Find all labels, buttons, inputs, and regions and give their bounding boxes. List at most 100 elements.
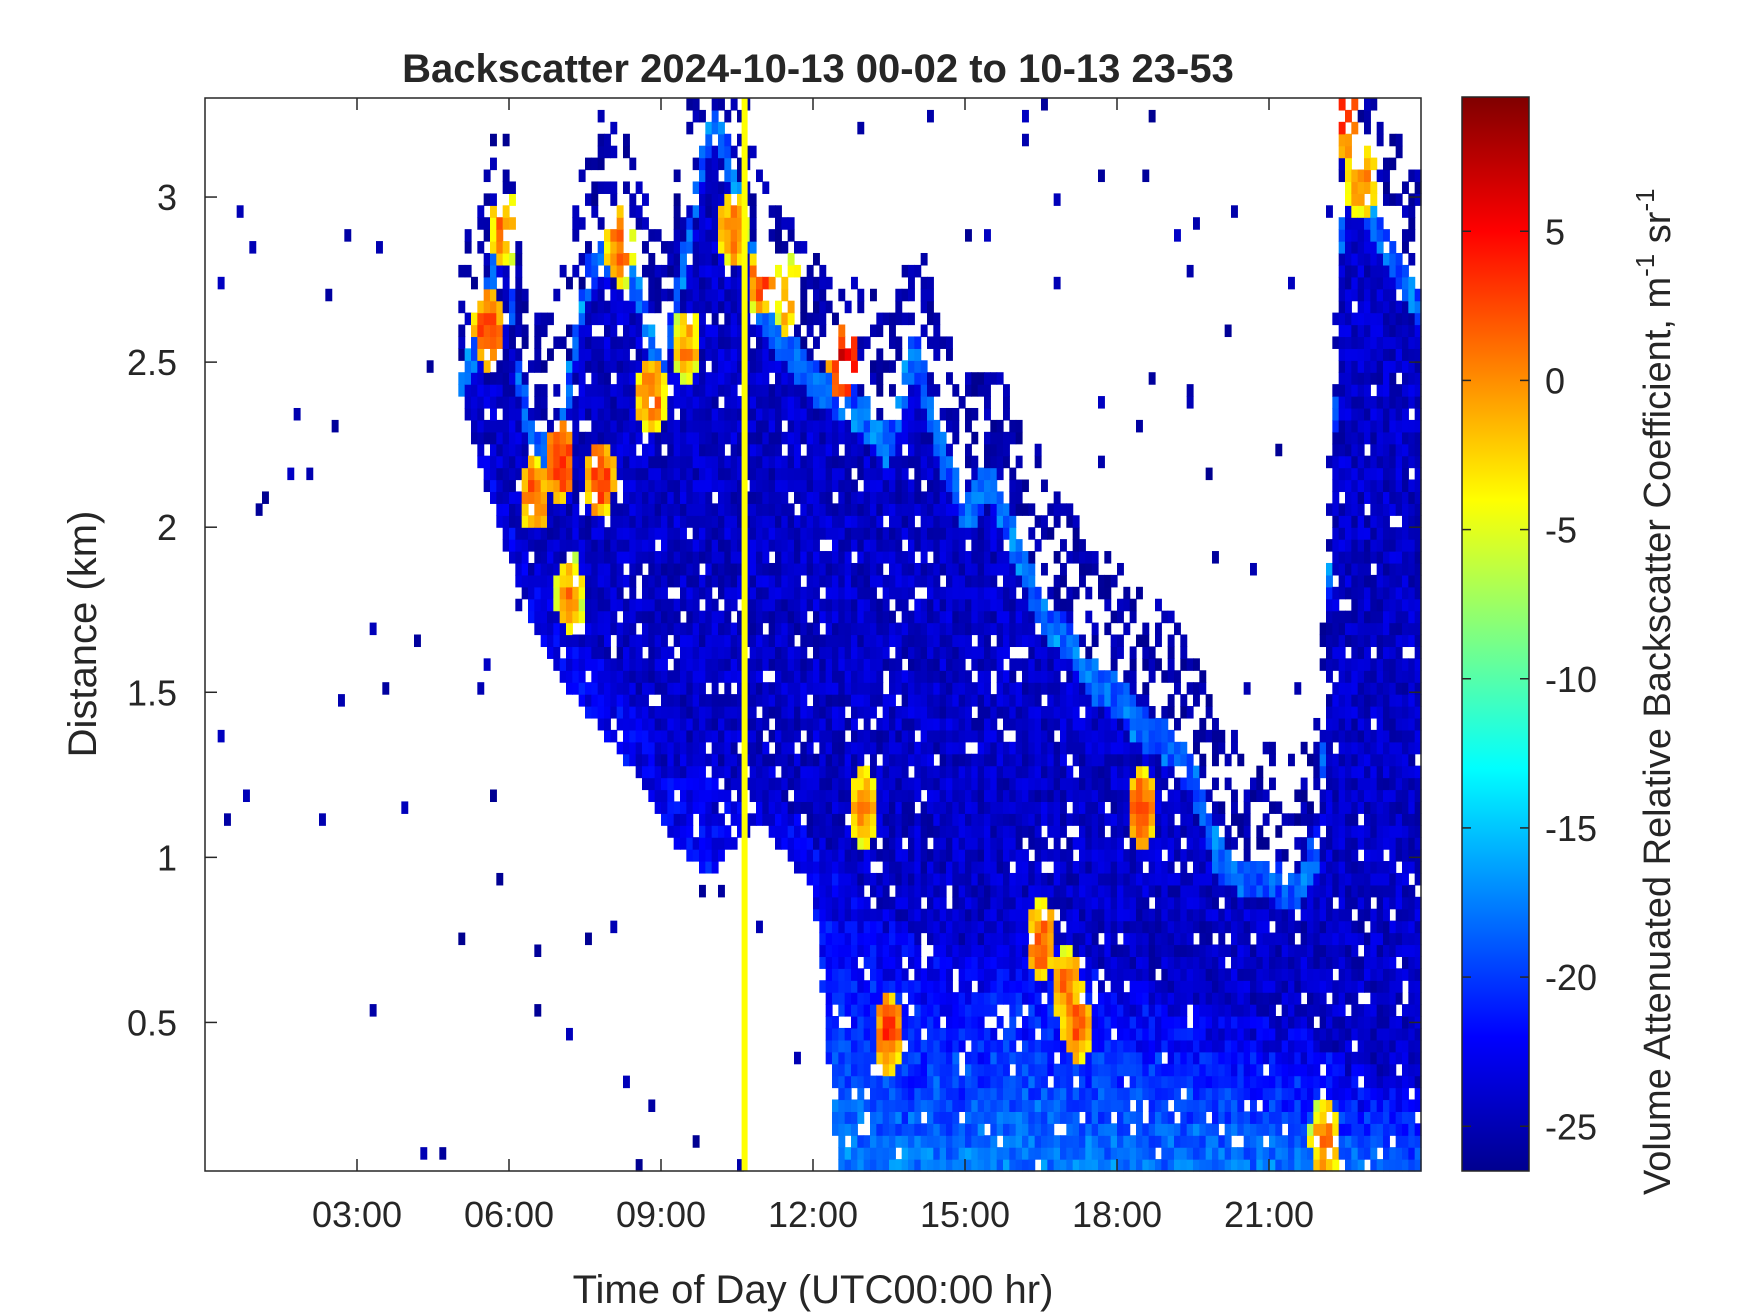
heatmap-cell xyxy=(781,348,789,361)
heatmap-cell xyxy=(1041,1027,1048,1041)
heatmap-cell xyxy=(490,455,497,469)
heatmap-cell xyxy=(578,479,586,493)
heatmap-cell xyxy=(825,586,833,600)
heatmap-cell xyxy=(262,491,269,504)
heatmap-cell xyxy=(692,372,700,385)
heatmap-cell xyxy=(667,527,675,540)
heatmap-cell xyxy=(825,932,833,946)
heatmap-cell xyxy=(686,467,694,481)
heatmap-cell xyxy=(914,932,922,946)
heatmap-cell xyxy=(1015,956,1023,969)
heatmap-cell xyxy=(781,634,789,648)
heatmap-cell xyxy=(927,515,934,528)
heatmap-cell xyxy=(287,467,295,481)
heatmap-cell xyxy=(851,455,858,469)
heatmap-cell xyxy=(1091,1159,1099,1172)
heatmap-cell xyxy=(971,849,979,862)
heatmap-cell xyxy=(699,312,706,326)
heatmap-cell xyxy=(781,384,789,397)
heatmap-cell xyxy=(572,467,580,481)
heatmap-cell xyxy=(806,396,814,409)
heatmap-cell xyxy=(990,1123,998,1136)
heatmap-cell xyxy=(1009,968,1017,981)
heatmap-cell xyxy=(775,324,782,338)
heatmap-cell xyxy=(692,849,700,862)
heatmap-cell xyxy=(946,956,953,969)
heatmap-cell xyxy=(458,336,466,349)
heatmap-cell xyxy=(990,1051,998,1065)
heatmap-cell xyxy=(996,1123,1004,1136)
heatmap-cell xyxy=(971,622,979,636)
heatmap-cell xyxy=(566,503,573,516)
heatmap-cell xyxy=(1022,849,1029,862)
heatmap-cell xyxy=(857,1159,865,1172)
heatmap-cell xyxy=(705,300,713,314)
heatmap-cell xyxy=(623,181,630,194)
heatmap-cell xyxy=(1015,1087,1023,1101)
heatmap-cell xyxy=(515,384,523,397)
heatmap-cell xyxy=(648,503,656,516)
heatmap-cell xyxy=(1022,694,1029,707)
heatmap-cell xyxy=(572,217,580,230)
heatmap-cell xyxy=(591,646,599,659)
heatmap-cell xyxy=(794,789,801,803)
heatmap-cell xyxy=(794,717,801,731)
heatmap-cell xyxy=(680,479,687,493)
heatmap-cell xyxy=(496,241,504,254)
heatmap-cell xyxy=(756,694,763,707)
heatmap-cell xyxy=(730,837,738,850)
heatmap-cell xyxy=(914,419,922,433)
heatmap-cell xyxy=(1022,634,1029,648)
heatmap-cell xyxy=(730,515,738,528)
heatmap-cell xyxy=(730,562,738,576)
heatmap-cell xyxy=(699,706,706,719)
heatmap-cell xyxy=(832,849,839,862)
heatmap-cell xyxy=(559,407,567,421)
heatmap-cell xyxy=(781,801,789,814)
heatmap-cell xyxy=(680,229,687,242)
heatmap-cell xyxy=(1104,1087,1112,1101)
heatmap-cell xyxy=(566,407,573,421)
heatmap-cell xyxy=(553,622,561,636)
heatmap-cell xyxy=(882,1039,890,1053)
heatmap-cell xyxy=(1079,634,1086,648)
heatmap-cell xyxy=(914,455,922,469)
heatmap-cell xyxy=(642,348,649,361)
heatmap-cell xyxy=(623,431,630,445)
heatmap-cell xyxy=(673,610,681,624)
heatmap-cell xyxy=(927,849,934,862)
heatmap-cell xyxy=(996,753,1004,767)
heatmap-cell xyxy=(597,396,605,409)
heatmap-cell xyxy=(559,658,567,671)
heatmap-cell xyxy=(1098,872,1105,886)
heatmap-cell xyxy=(673,503,681,516)
heatmap-cell xyxy=(686,431,694,445)
heatmap-cell xyxy=(838,384,846,397)
heatmap-cell xyxy=(939,884,947,898)
heatmap-cell xyxy=(1091,706,1099,719)
heatmap-cell xyxy=(832,562,839,576)
heatmap-cell xyxy=(1091,789,1099,803)
heatmap-cell xyxy=(768,479,776,493)
heatmap-cell xyxy=(629,443,637,457)
heatmap-cell xyxy=(1110,610,1118,624)
heatmap-cell xyxy=(578,312,586,326)
heatmap-cell xyxy=(654,407,662,421)
heatmap-cell xyxy=(876,849,884,862)
heatmap-cell xyxy=(901,419,909,433)
heatmap-cell xyxy=(654,741,662,755)
heatmap-cell xyxy=(977,670,985,683)
heatmap-cell xyxy=(616,396,624,409)
heatmap-cell xyxy=(813,610,820,624)
heatmap-cell xyxy=(990,777,998,791)
heatmap-cell xyxy=(844,932,852,946)
heatmap-cell xyxy=(711,706,719,719)
heatmap-cell xyxy=(775,407,782,421)
heatmap-cell xyxy=(591,288,599,302)
heatmap-cell xyxy=(882,801,890,814)
heatmap-cell xyxy=(838,896,846,910)
heatmap-cell xyxy=(889,455,896,469)
heatmap-cell xyxy=(686,813,694,826)
heatmap-cell xyxy=(1104,670,1112,683)
heatmap-cell xyxy=(1060,896,1067,910)
